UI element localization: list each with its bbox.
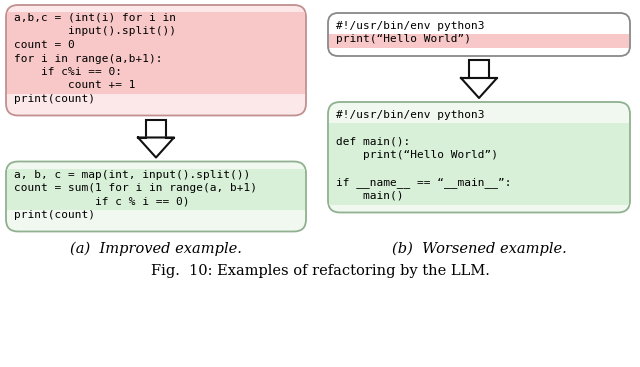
FancyBboxPatch shape — [6, 161, 306, 232]
Bar — [146, 120, 166, 138]
Bar — [7, 168, 305, 183]
Bar — [7, 80, 305, 94]
Text: for i in range(a,b+1):: for i in range(a,b+1): — [14, 54, 163, 63]
Bar — [7, 52, 305, 67]
Polygon shape — [138, 138, 174, 157]
Text: (a)  Improved example.: (a) Improved example. — [70, 241, 242, 256]
Text: main(): main() — [336, 191, 403, 201]
Text: input().split()): input().split()) — [14, 26, 176, 36]
FancyBboxPatch shape — [6, 5, 306, 116]
Text: #!/usr/bin/env python3: #!/usr/bin/env python3 — [336, 110, 484, 120]
Bar — [329, 33, 629, 48]
Text: if __name__ == “__main__”:: if __name__ == “__main__”: — [336, 178, 511, 188]
Text: count = sum(1 for i in range(a, b+1): count = sum(1 for i in range(a, b+1) — [14, 183, 257, 193]
Bar — [7, 66, 305, 80]
Bar — [7, 182, 305, 196]
Bar — [469, 60, 489, 78]
Text: count = 0: count = 0 — [14, 40, 75, 50]
Bar — [7, 39, 305, 54]
Text: a, b, c = map(int, input().split()): a, b, c = map(int, input().split()) — [14, 170, 250, 179]
Text: a,b,c = (int(i) for i in: a,b,c = (int(i) for i in — [14, 13, 176, 23]
Text: print(count): print(count) — [14, 210, 95, 220]
Bar — [329, 163, 629, 178]
FancyBboxPatch shape — [328, 13, 630, 56]
Bar — [7, 25, 305, 40]
Text: Fig.  10: Examples of refactoring by the LLM.: Fig. 10: Examples of refactoring by the … — [150, 264, 490, 278]
Bar — [7, 12, 305, 26]
Text: if c % i == 0): if c % i == 0) — [14, 196, 189, 207]
Text: def main():: def main(): — [336, 137, 410, 147]
Bar — [329, 190, 629, 204]
Text: print(count): print(count) — [14, 94, 95, 104]
Bar — [329, 149, 629, 164]
Bar — [329, 136, 629, 150]
Text: #!/usr/bin/env python3: #!/usr/bin/env python3 — [336, 21, 484, 31]
Text: print(“Hello World”): print(“Hello World”) — [336, 34, 471, 44]
Text: if c%i == 0:: if c%i == 0: — [14, 67, 122, 77]
Bar — [329, 177, 629, 191]
Bar — [7, 196, 305, 210]
Text: print(“Hello World”): print(“Hello World”) — [336, 150, 498, 160]
Text: count += 1: count += 1 — [14, 80, 136, 91]
Text: (b)  Worsened example.: (b) Worsened example. — [392, 241, 566, 256]
Bar — [329, 123, 629, 137]
FancyBboxPatch shape — [328, 102, 630, 212]
Polygon shape — [461, 78, 497, 98]
